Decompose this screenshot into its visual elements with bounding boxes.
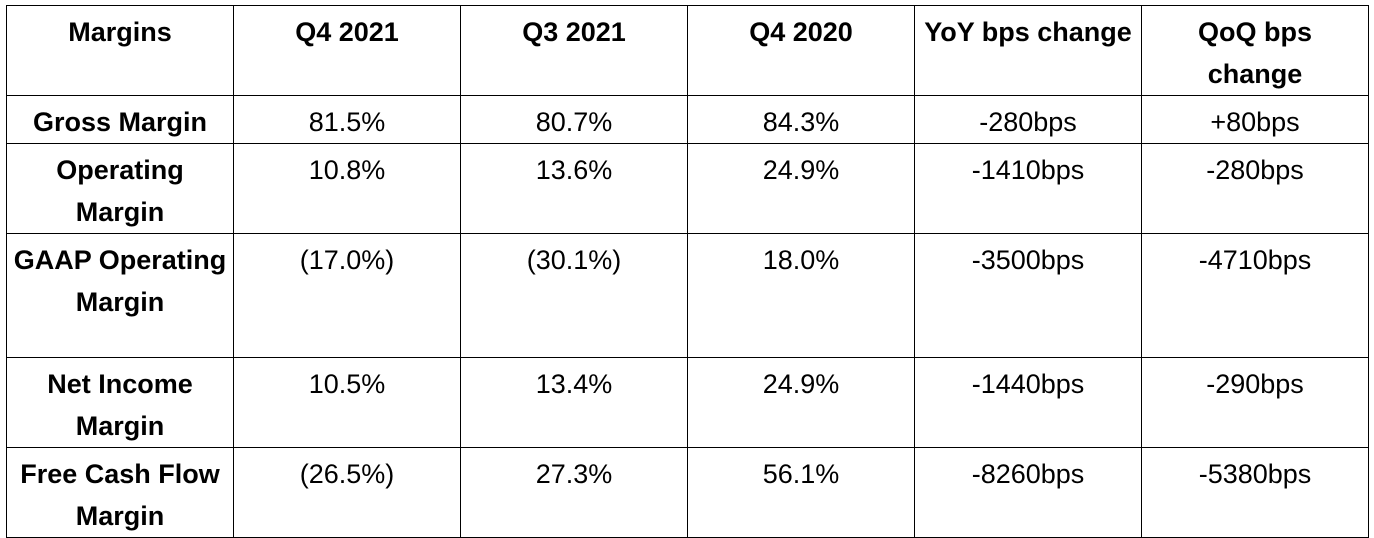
row-label-gross-margin: Gross Margin [6,95,234,144]
cell-yoy: -3500bps [914,233,1142,358]
margins-table: Margins Q4 2021 Q3 2021 Q4 2020 YoY bps … [6,5,1369,538]
cell-q4-2020: 84.3% [687,95,915,144]
header-q4-2020: Q4 2020 [687,5,915,96]
header-qoq-bps-change: QoQ bps change [1141,5,1369,96]
cell-q4-2021: 10.8% [233,143,461,234]
cell-yoy: -280bps [914,95,1142,144]
table-row: Free Cash Flow Margin (26.5%) 27.3% 56.1… [6,447,1369,538]
cell-q3-2021: 80.7% [460,95,688,144]
cell-qoq: -4710bps [1141,233,1369,358]
cell-qoq: -5380bps [1141,447,1369,538]
header-qoq-label: QoQ bps change [1198,17,1312,89]
cell-q4-2020: 24.9% [687,143,915,234]
cell-q3-2021: 27.3% [460,447,688,538]
row-label-operating-margin: Operating Margin [6,143,234,234]
cell-yoy: -8260bps [914,447,1142,538]
cell-q4-2021: (17.0%) [233,233,461,358]
header-q4-2021: Q4 2021 [233,5,461,96]
cell-qoq: +80bps [1141,95,1369,144]
cell-q4-2020: 56.1% [687,447,915,538]
table-row: Net Income Margin 10.5% 13.4% 24.9% -144… [6,357,1369,448]
cell-yoy: -1440bps [914,357,1142,448]
table-row: GAAP Operating Margin (17.0%) (30.1%) 18… [6,233,1369,358]
row-label-gaap-operating-margin: GAAP Operating Margin [6,233,234,358]
header-yoy-bps-change: YoY bps change [914,5,1142,96]
cell-yoy: -1410bps [914,143,1142,234]
header-row: Margins Q4 2021 Q3 2021 Q4 2020 YoY bps … [6,5,1369,96]
cell-q4-2020: 18.0% [687,233,915,358]
header-q3-2021: Q3 2021 [460,5,688,96]
row-label-free-cash-flow-margin: Free Cash Flow Margin [6,447,234,538]
cell-q3-2021: (30.1%) [460,233,688,358]
cell-qoq: -290bps [1141,357,1369,448]
cell-q4-2021: (26.5%) [233,447,461,538]
table-row: Gross Margin 81.5% 80.7% 84.3% -280bps +… [6,95,1369,144]
cell-q3-2021: 13.4% [460,357,688,448]
row-label-net-income-margin: Net Income Margin [6,357,234,448]
header-yoy-label: YoY bps change [924,17,1132,47]
cell-q4-2020: 24.9% [687,357,915,448]
header-margins: Margins [6,5,234,96]
cell-q3-2021: 13.6% [460,143,688,234]
cell-qoq: -280bps [1141,143,1369,234]
cell-q4-2021: 10.5% [233,357,461,448]
cell-q4-2021: 81.5% [233,95,461,144]
table-row: Operating Margin 10.8% 13.6% 24.9% -1410… [6,143,1369,234]
